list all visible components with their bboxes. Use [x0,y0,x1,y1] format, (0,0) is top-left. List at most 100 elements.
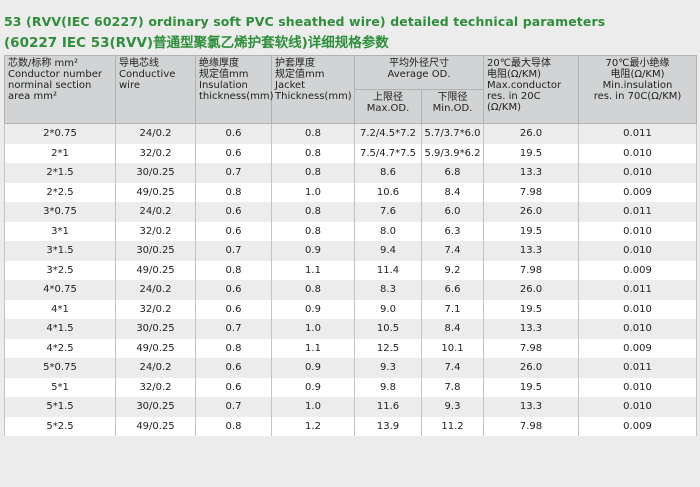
cell-min-ins: 0.010 [578,397,697,417]
table-row: 2*1 32/0.2 0.6 0.8 7.5/4.7*7.5 5.9/3.9*6.2 19.… [4,143,697,163]
cell-max-res: 7.98 [483,416,579,436]
cell-min-ins: 0.011 [578,280,697,300]
cell-insulation: 0.7 [195,163,272,183]
cell-insulation: 0.8 [195,260,272,280]
cell-max-res: 13.3 [483,319,579,339]
cell-min-od: 9.3 [421,397,484,417]
cell-max-od: 8.0 [354,221,422,241]
table-row: 5*0.75 24/0.2 0.6 0.9 9.3 7.4 26.0 0.011 [4,358,697,378]
cell-insulation: 0.6 [195,202,272,222]
cell-max-od: 13.9 [354,416,422,436]
cell-max-res: 26.0 [483,358,579,378]
cell-max-od: 11.4 [354,260,422,280]
cell-max-res: 7.98 [483,182,579,202]
cell-min-od: 6.6 [421,280,484,300]
header-conductor-number: 芯数/标称 mm² Conductor number norminal sect… [4,55,116,124]
cell-jacket: 1.0 [271,397,355,417]
cell-min-od: 8.4 [421,319,484,339]
cell-min-od: 6.3 [421,221,484,241]
cell-jacket: 0.9 [271,358,355,378]
cell-min-od: 9.2 [421,260,484,280]
table-row: 5*1.5 30/0.25 0.7 1.0 11.6 9.3 13.3 0.010 [4,397,697,417]
cell-jacket: 0.8 [271,143,355,163]
cell-size: 3*1.5 [4,241,116,261]
cell-min-od: 8.4 [421,182,484,202]
cell-size: 2*2.5 [4,182,116,202]
cell-max-od: 7.6 [354,202,422,222]
cell-min-od: 7.4 [421,241,484,261]
cell-max-res: 19.5 [483,377,579,397]
cell-max-res: 13.3 [483,241,579,261]
cell-jacket: 0.9 [271,377,355,397]
cell-min-ins: 0.010 [578,241,697,261]
cell-min-od: 7.8 [421,377,484,397]
cell-size: 5*0.75 [4,358,116,378]
cell-wire: 49/0.25 [115,416,196,436]
cell-wire: 24/0.2 [115,202,196,222]
cell-size: 4*1.5 [4,319,116,339]
cell-insulation: 0.6 [195,221,272,241]
cell-min-ins: 0.010 [578,163,697,183]
cell-wire: 30/0.25 [115,319,196,339]
cell-insulation: 0.7 [195,241,272,261]
table-row: 2*0.75 24/0.2 0.6 0.8 7.2/4.5*7.2 5.7/3.7*6.0… [4,123,697,144]
cell-max-res: 13.3 [483,163,579,183]
cell-min-od: 10.1 [421,338,484,358]
cell-size: 2*1.5 [4,163,116,183]
cell-insulation: 0.8 [195,338,272,358]
cell-min-ins: 0.011 [578,358,697,378]
cell-max-res: 13.3 [483,397,579,417]
cell-max-res: 19.5 [483,299,579,319]
cell-max-od: 10.5 [354,319,422,339]
cell-max-res: 26.0 [483,280,579,300]
cell-min-od: 7.1 [421,299,484,319]
cell-insulation: 0.6 [195,377,272,397]
cell-jacket: 1.2 [271,416,355,436]
cell-size: 2*1 [4,143,116,163]
cell-insulation: 0.8 [195,416,272,436]
cell-min-ins: 0.011 [578,202,697,222]
cell-min-ins: 0.010 [578,143,697,163]
header-conductive-wire: 导电芯线 Conductive wire [115,55,196,124]
cell-min-od: 6.8 [421,163,484,183]
cell-size: 3*1 [4,221,116,241]
header-jacket-thickness: 护套厚度 规定值mm Jacket Thickness(mm) [271,55,355,124]
cell-wire: 30/0.25 [115,397,196,417]
cell-min-ins: 0.009 [578,182,697,202]
cell-wire: 32/0.2 [115,377,196,397]
cell-wire: 24/0.2 [115,280,196,300]
cell-max-od: 9.8 [354,377,422,397]
cell-min-ins: 0.009 [578,260,697,280]
header-min-insulation-res: 70℃最小绝缘 电阻(Ω/KM) Min.insulation res. in … [578,55,697,124]
header-min-od: 下限径 Min.OD. [421,89,484,124]
cell-max-od: 9.4 [354,241,422,261]
table-row: 2*2.5 49/0.25 0.8 1.0 10.6 8.4 7.98 0.009 [4,182,697,202]
header-average-od: 平均外径尺寸 Average OD. [354,55,484,90]
cell-jacket: 0.8 [271,163,355,183]
cell-max-od: 7.5/4.7*7.5 [354,143,422,163]
cell-min-ins: 0.009 [578,416,697,436]
cell-min-od: 7.4 [421,358,484,378]
cell-insulation: 0.6 [195,358,272,378]
cell-max-od: 8.3 [354,280,422,300]
cell-jacket: 0.9 [271,299,355,319]
cell-insulation: 0.6 [195,299,272,319]
cell-min-ins: 0.011 [578,123,697,144]
cell-max-od: 9.0 [354,299,422,319]
cell-jacket: 0.8 [271,123,355,144]
cell-wire: 32/0.2 [115,221,196,241]
header-max-resistance: 20℃最大导体 电阻(Ω/KM) Max.conductor res. in 2… [483,55,579,124]
table-row: 3*1 32/0.2 0.6 0.8 8.0 6.3 19.5 0.010 [4,221,697,241]
cell-insulation: 0.7 [195,319,272,339]
title-english: 53 (RVV(IEC 60227) ordinary soft PVC she… [4,14,606,29]
table-row: 5*1 32/0.2 0.6 0.9 9.8 7.8 19.5 0.010 [4,377,697,397]
cell-max-res: 19.5 [483,221,579,241]
cell-max-res: 26.0 [483,123,579,144]
cell-max-res: 19.5 [483,143,579,163]
table-row: 3*1.5 30/0.25 0.7 0.9 9.4 7.4 13.3 0.010 [4,241,697,261]
cell-min-ins: 0.010 [578,299,697,319]
cell-insulation: 0.8 [195,182,272,202]
cell-max-res: 26.0 [483,202,579,222]
cell-max-od: 9.3 [354,358,422,378]
cell-min-od: 11.2 [421,416,484,436]
